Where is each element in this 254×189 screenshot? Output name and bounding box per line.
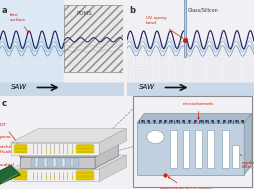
Bar xyxy=(170,130,177,168)
Bar xyxy=(14,171,27,180)
Polygon shape xyxy=(0,165,20,184)
Bar xyxy=(183,130,189,168)
Polygon shape xyxy=(137,123,244,175)
Text: SAW: SAW xyxy=(139,84,155,91)
Polygon shape xyxy=(99,155,126,181)
Polygon shape xyxy=(11,155,126,169)
Text: capillary
filling: capillary filling xyxy=(234,149,254,169)
Bar xyxy=(76,171,94,180)
Text: Glass/Silicon: Glass/Silicon xyxy=(188,8,219,13)
Polygon shape xyxy=(244,113,251,175)
Text: free
surface: free surface xyxy=(10,13,29,33)
Polygon shape xyxy=(11,169,99,181)
Text: PDMS: PDMS xyxy=(76,11,92,16)
Text: application of UV epoxy: application of UV epoxy xyxy=(160,177,212,189)
Bar xyxy=(133,96,251,187)
Bar xyxy=(14,145,27,153)
Text: a: a xyxy=(2,6,7,15)
Polygon shape xyxy=(99,129,126,155)
Bar xyxy=(62,158,65,167)
Text: SAW: SAW xyxy=(11,84,27,91)
Polygon shape xyxy=(11,129,126,143)
Text: microchannels: microchannels xyxy=(183,102,214,119)
Polygon shape xyxy=(11,143,99,155)
Bar xyxy=(44,158,47,167)
Bar xyxy=(195,130,202,168)
Bar xyxy=(232,145,239,168)
Bar xyxy=(222,130,229,168)
Bar xyxy=(35,158,38,167)
Bar xyxy=(76,145,94,153)
Text: c: c xyxy=(1,99,6,108)
Bar xyxy=(31,158,79,167)
Text: IDT: IDT xyxy=(0,123,18,144)
Bar xyxy=(64,5,123,72)
Polygon shape xyxy=(20,157,95,168)
Polygon shape xyxy=(95,145,118,168)
Text: piezo: piezo xyxy=(0,135,22,160)
Circle shape xyxy=(147,130,164,144)
Text: b: b xyxy=(129,6,135,15)
Polygon shape xyxy=(137,113,251,123)
Polygon shape xyxy=(20,145,118,157)
Text: etched
fluidic die: etched fluidic die xyxy=(0,145,31,163)
Bar xyxy=(0,0,64,95)
Text: scalpel: scalpel xyxy=(0,163,15,174)
Bar xyxy=(53,158,56,167)
Bar xyxy=(207,130,214,168)
Text: UV epoxy
bond: UV epoxy bond xyxy=(146,16,182,38)
Bar xyxy=(184,0,186,57)
Bar xyxy=(71,158,73,167)
